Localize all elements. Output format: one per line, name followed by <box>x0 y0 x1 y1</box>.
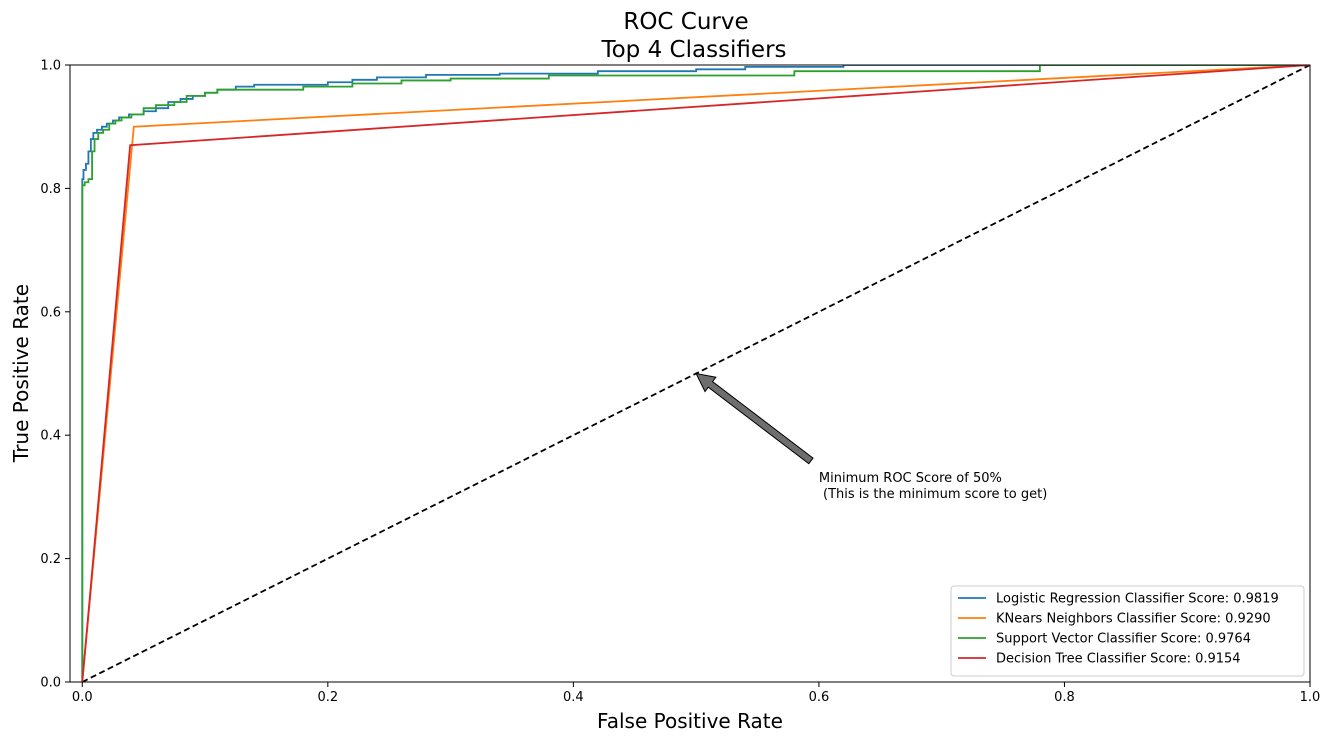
annotation-text-line: Minimum ROC Score of 50% <box>819 471 1002 486</box>
y-tick-label: 0.0 <box>40 676 61 691</box>
x-tick-label: 0.2 <box>317 690 338 705</box>
series-line-1 <box>81 65 1310 682</box>
legend: Logistic Regression Classifier Score: 0.… <box>950 585 1305 677</box>
y-tick-label: 0.2 <box>40 552 61 567</box>
y-axis-label: True Positive Rate <box>9 284 33 463</box>
chart-title-line-1: ROC Curve <box>623 9 748 35</box>
legend-box <box>950 585 1305 677</box>
legend-entry: Decision Tree Classifier Score: 0.9154 <box>996 652 1241 667</box>
chart-title-line-2: Top 4 Classifiers <box>600 37 786 63</box>
x-tick-label: 1.0 <box>1300 690 1321 705</box>
x-tick-label: 0.8 <box>1054 690 1075 705</box>
chart-title: ROC Curve Top 4 Classifiers <box>600 9 786 63</box>
y-tick-label: 1.0 <box>40 59 61 74</box>
x-tick-label: 0.4 <box>563 690 584 705</box>
x-axis-label: False Positive Rate <box>597 709 783 733</box>
legend-entry: KNears Neighbors Classifier Score: 0.929… <box>996 612 1271 627</box>
axes-layer: 0.0 0.2 0.4 0.6 0.8 1.0 0.0 0.2 0.4 0.6 0.8 1.0 <box>40 59 1320 706</box>
plot-frame <box>69 64 1311 683</box>
annotation: Minimum ROC Score of 50% (This is the mi… <box>695 372 1047 502</box>
y-tick-label: 0.8 <box>40 182 61 197</box>
annotation-text-line: (This is the minimum score to get) <box>819 487 1047 502</box>
legend-entry: Support Vector Classifier Score: 0.9764 <box>996 632 1251 647</box>
y-tick-label: 0.6 <box>40 305 61 320</box>
series-line-3 <box>81 65 1310 682</box>
series-layer <box>81 65 1310 682</box>
x-tick-label: 0.0 <box>72 690 93 705</box>
legend-entry: Logistic Regression Classifier Score: 0.… <box>996 592 1279 607</box>
annotation-arrow <box>695 372 814 465</box>
x-tick-label: 0.6 <box>809 690 830 705</box>
y-tick-label: 0.4 <box>40 429 61 444</box>
series-line-4 <box>81 65 1310 682</box>
